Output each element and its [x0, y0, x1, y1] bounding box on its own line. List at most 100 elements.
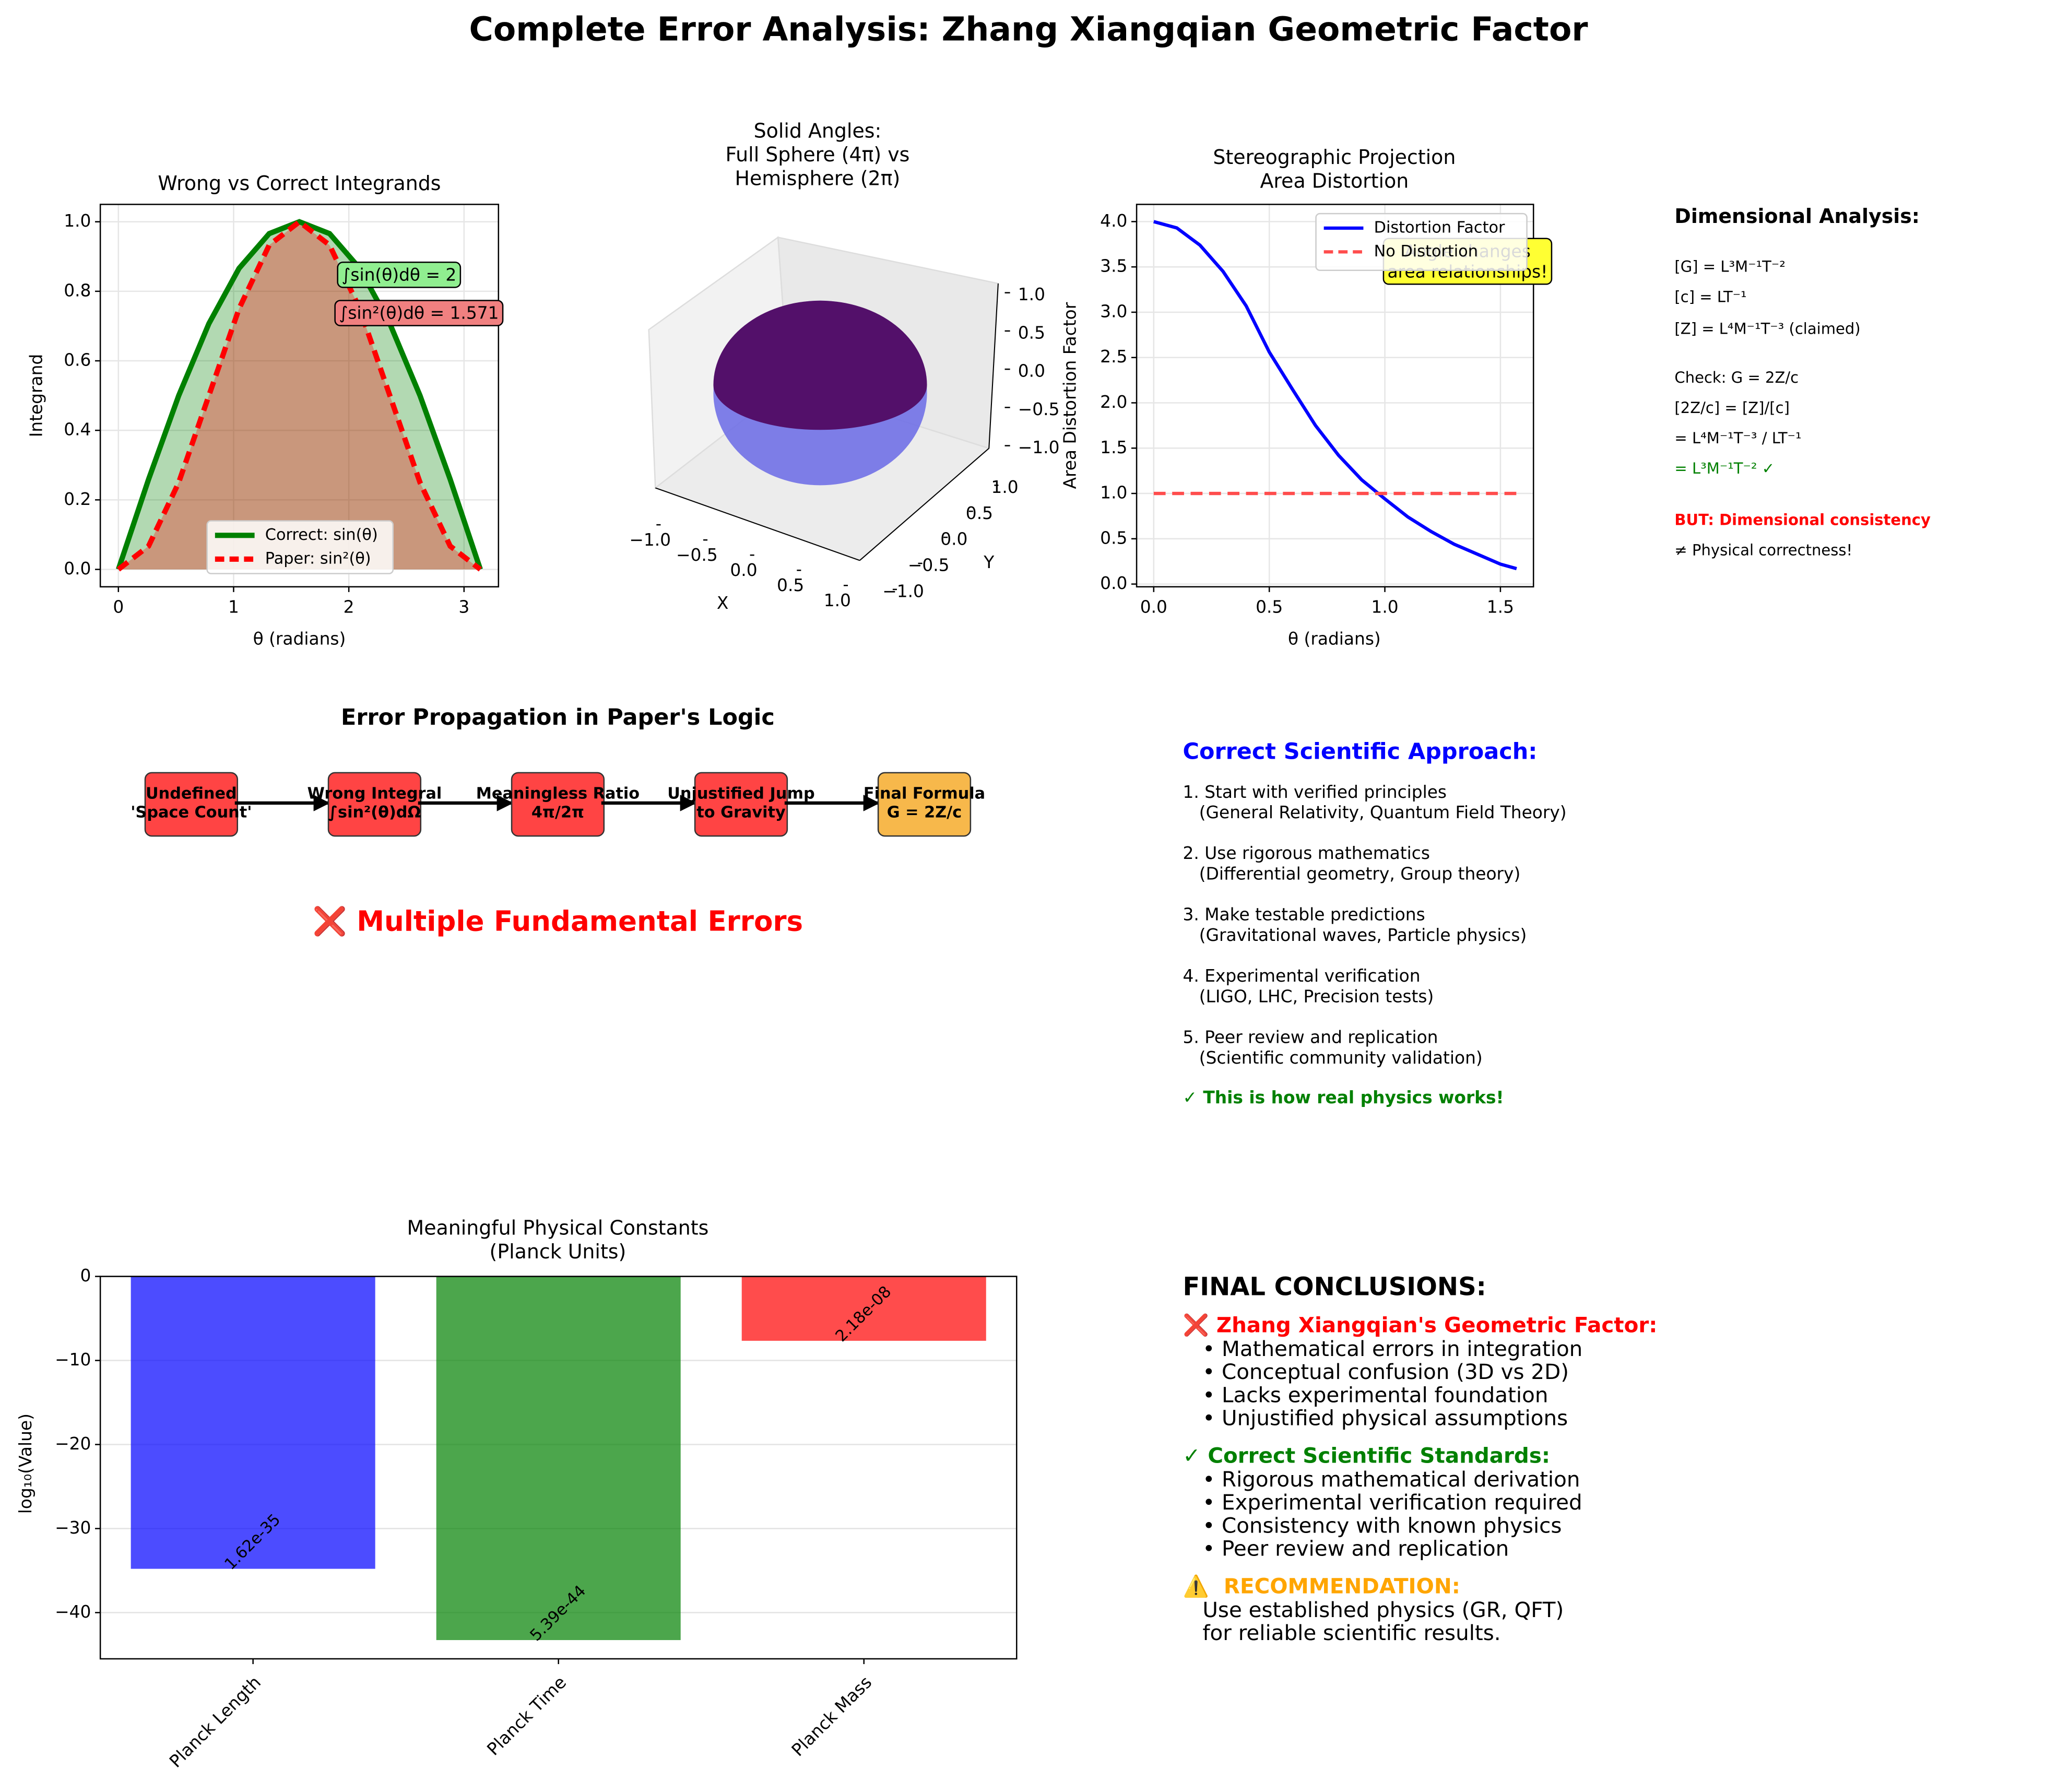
y-axis-label: Area Distortion Factor — [1060, 302, 1080, 489]
axes-frame — [1136, 204, 1534, 588]
annotation: ∫sin²(θ)dθ = 1.571 — [339, 303, 499, 323]
scientific-approach: Correct Scientific Approach: 1. Start wit… — [1183, 738, 1566, 1107]
approach-step: 4. Experimental verification (LIGO, LHC,… — [1183, 966, 1434, 1006]
z-tick-label: 1.0 — [1018, 285, 1045, 304]
flow-node-label: Final Formula G = 2Z/c — [864, 784, 985, 821]
x-tick-label: 1 — [228, 597, 239, 617]
x-tick-label: −0.5 — [676, 545, 718, 565]
chart-title: Wrong vs Correct Integrands — [158, 172, 441, 195]
section-heading: ✓ Correct Scientific Standards: — [1183, 1443, 1550, 1468]
approach-step: 3. Make testable predictions (Gravitatio… — [1183, 904, 1527, 945]
annotation-box — [334, 300, 504, 326]
analysis-line: [Z] = L⁴M⁻¹T⁻³ (claimed) — [1674, 320, 1860, 337]
y-tick-label: −1.0 — [882, 581, 924, 601]
x-axis-label: X — [717, 593, 729, 613]
x-tick-label: 1.0 — [1371, 597, 1398, 617]
x-tick-label: 0.5 — [777, 575, 804, 595]
section-item: • Unjustified physical assumptions — [1202, 1406, 1568, 1431]
y-tick-label: 2.0 — [1100, 392, 1127, 412]
flow-node-label: Wrong Integral ∫sin²(θ)dΩ — [308, 784, 442, 821]
y-tick-label: −10 — [55, 1350, 91, 1370]
legend-label: Paper: sin²(θ) — [265, 549, 371, 568]
y-tick-label: 0.2 — [64, 489, 91, 509]
x-tick-label: 0.5 — [1256, 597, 1283, 617]
sphere-upper — [713, 300, 927, 430]
y-tick-label: 0.5 — [1100, 528, 1127, 548]
panel-title: Correct Scientific Approach: — [1183, 738, 1537, 764]
figure-title: Complete Error Analysis: Zhang Xiangqian… — [469, 10, 1588, 49]
x-tick-label: −1.0 — [629, 530, 671, 550]
y-tick-label: 1.0 — [991, 477, 1018, 497]
z-tick-label: −1.0 — [1018, 438, 1060, 457]
approach-step: 5. Peer review and replication (Scientif… — [1183, 1027, 1482, 1067]
y-tick-label: −0.5 — [908, 556, 950, 575]
y-axis-label: Y — [983, 552, 995, 572]
flow-node-label: Unjustified Jump to Gravity — [667, 784, 814, 821]
section-item: for reliable scientific results. — [1202, 1620, 1500, 1645]
x-tick-label: 0 — [113, 597, 124, 617]
analysis-line: = L⁴M⁻¹T⁻³ / LT⁻¹ — [1674, 429, 1801, 447]
area — [118, 221, 481, 570]
section-item: • Conceptual confusion (3D vs 2D) — [1202, 1359, 1569, 1384]
x-axis-label: θ (radians) — [253, 629, 346, 649]
line — [1153, 220, 1517, 571]
analysis-line: [G] = L³M⁻¹T⁻² — [1674, 258, 1785, 276]
line — [116, 218, 482, 572]
analysis-line: = L³M⁻¹T⁻² ✓ — [1674, 459, 1775, 477]
section-heading: ❌ Zhang Xiangqian's Geometric Factor: — [1183, 1313, 1657, 1338]
y-tick-label: 0 — [80, 1266, 91, 1286]
y-tick-label: 1.5 — [1100, 438, 1127, 457]
flow-node — [877, 772, 972, 837]
y-tick-label: 0.0 — [940, 529, 967, 549]
approach-footer: ✓ This is how real physics works! — [1183, 1088, 1504, 1107]
y-tick-label: 3.5 — [1100, 256, 1127, 276]
panel-title: Dimensional Analysis: — [1674, 205, 1920, 228]
x-tick-label: 3 — [458, 597, 469, 617]
z-tick-label: 0.0 — [1018, 361, 1045, 381]
y-tick-label: 0.0 — [1100, 573, 1127, 593]
y-tick-label: −30 — [55, 1518, 91, 1538]
annotation-box — [337, 261, 462, 288]
y-tick-label: 0.6 — [64, 350, 91, 370]
y-tick-label: 0.0 — [64, 559, 91, 579]
y-tick-label: −40 — [55, 1602, 91, 1622]
surface-3d: Solid Angles: Full Sphere (4π) vs Hemisphe… — [629, 119, 1059, 613]
section-item: • Rigorous mathematical derivation — [1202, 1467, 1580, 1492]
annotation: ∫sin(θ)dθ = 2 — [341, 265, 456, 285]
section-item: • Peer review and replication — [1202, 1536, 1509, 1561]
line-chart: Stereographic Projection Area Distortion θ… — [1060, 146, 1553, 649]
x-axis-label: θ (radians) — [1288, 629, 1381, 649]
z-tick-label: −0.5 — [1018, 399, 1060, 419]
analysis-line: [2Z/c] = [Z]/[c] — [1674, 399, 1789, 417]
analysis-line: ≠ Physical correctness! — [1674, 541, 1852, 559]
y-tick-label: 1.0 — [1100, 483, 1127, 503]
y-tick-label: 2.5 — [1100, 347, 1127, 367]
y-tick-label: 0.5 — [966, 503, 993, 523]
y-tick-label: 0.8 — [64, 280, 91, 300]
section-heading: ⚠️ RECOMMENDATION: — [1183, 1574, 1460, 1599]
sphere — [713, 300, 927, 486]
line — [115, 219, 483, 571]
final-conclusions: FINAL CONCLUSIONS: ❌ Zhang Xiangqian's Ge… — [1183, 1272, 1657, 1645]
y-axis-label: log₁₀(Value) — [16, 1413, 36, 1514]
diagram-conclusion: ❌ Multiple Fundamental Errors — [313, 905, 803, 938]
section-item: Use established physics (GR, QFT) — [1202, 1597, 1564, 1622]
analysis-line: [c] = LT⁻¹ — [1674, 288, 1746, 306]
y-tick-label: 1.0 — [64, 211, 91, 231]
x-tick-label: 2 — [344, 597, 354, 617]
chart-title: Stereographic Projection Area Distortion — [1213, 146, 1456, 192]
area — [118, 221, 481, 570]
flow-node-label: Undefined 'Space Count' — [131, 784, 252, 821]
analysis-line: BUT: Dimensional consistency — [1674, 511, 1931, 529]
flow-node-label: Meaningless Ratio 4π/2π — [476, 784, 640, 821]
y-tick-label: 3.0 — [1100, 301, 1127, 321]
legend-box — [1315, 213, 1528, 271]
x-tick-label: 0.0 — [1140, 597, 1167, 617]
axes-frame — [99, 1276, 1018, 1660]
bar — [436, 1276, 681, 1641]
x-tick-label: 1.0 — [824, 591, 851, 610]
bar — [131, 1276, 375, 1569]
y-tick-label: −20 — [55, 1434, 91, 1454]
